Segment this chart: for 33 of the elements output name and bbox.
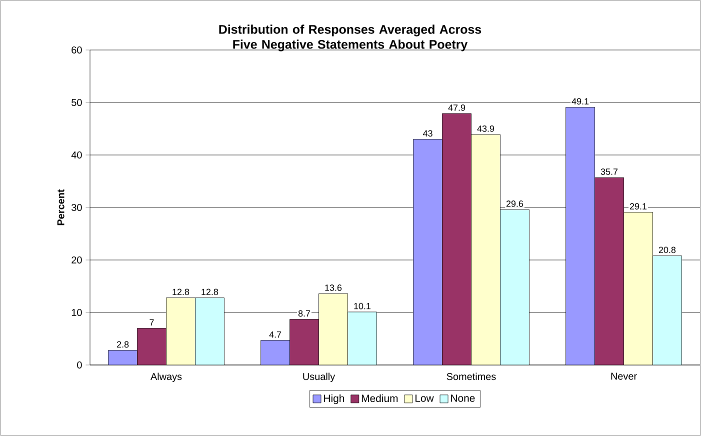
y-tick-label: 40 [71, 151, 82, 159]
y-tick-label: 50 [72, 98, 82, 106]
data-label: 43 [423, 130, 432, 137]
x-tick-label: Sometimes [446, 372, 496, 380]
data-label: 12.8 [202, 288, 218, 296]
data-label: 13.6 [325, 284, 342, 291]
legend-label: None [451, 394, 475, 402]
data-label: 8.7 [298, 310, 310, 317]
data-label: 4.7 [269, 331, 282, 338]
x-tick-label: Never [611, 372, 637, 380]
data-label: 29.6 [506, 200, 524, 207]
legend-label: Low [416, 394, 434, 402]
y-tick-label: 10 [72, 308, 82, 316]
data-label: 12.8 [172, 288, 190, 296]
data-label: 7 [150, 319, 154, 326]
x-tick-label: Always [150, 372, 182, 382]
x-tick-label: Usually [303, 372, 336, 382]
y-tick-label: 60 [72, 46, 82, 54]
data-label: 20.8 [658, 246, 676, 254]
legend-label: High [324, 394, 344, 404]
data-label: 2.8 [117, 341, 129, 348]
data-label: 10.1 [354, 302, 371, 310]
y-axis-title: Percent [57, 189, 64, 226]
chart-title: Distribution of Responses Averaged Across Five Negative Statements About Poetry [219, 24, 482, 52]
data-label: 43.9 [477, 125, 494, 132]
data-label: 47.9 [448, 104, 466, 111]
legend-label: Medium [362, 394, 398, 402]
y-tick-label: 20 [72, 256, 82, 264]
y-tick-label: 30 [72, 204, 82, 212]
data-label: 29.1 [630, 203, 647, 210]
data-label: 49.1 [572, 98, 589, 105]
data-label: 35.7 [600, 168, 618, 175]
y-tick-label: 0 [77, 361, 82, 369]
